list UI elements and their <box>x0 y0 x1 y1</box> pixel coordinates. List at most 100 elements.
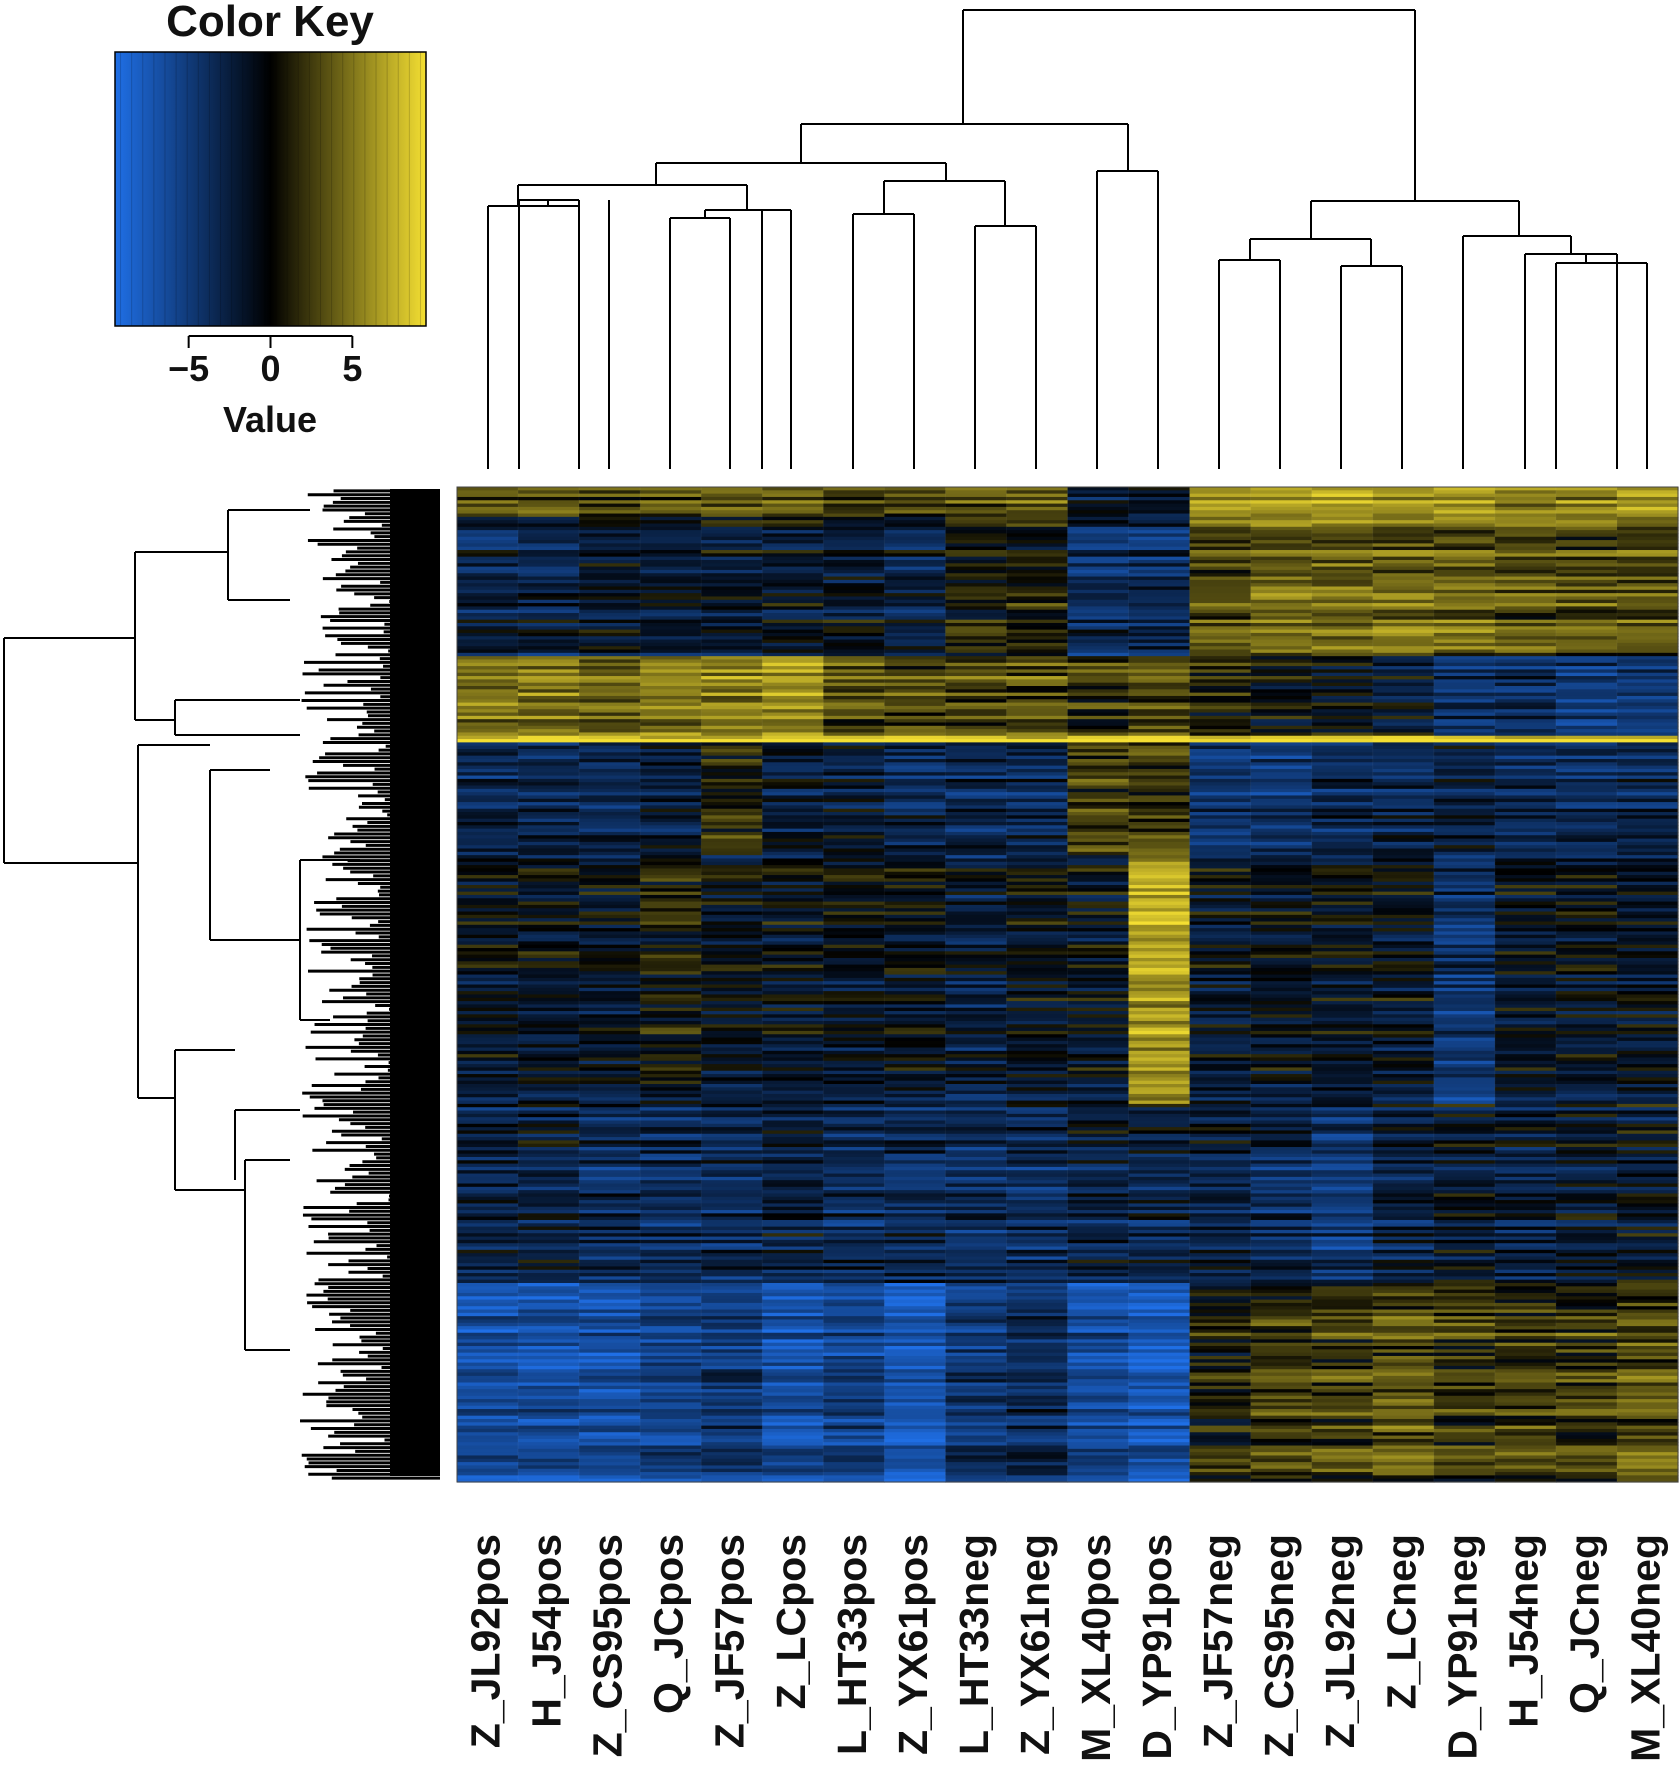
heatmap-cell <box>1128 1057 1191 1062</box>
heatmap-cell <box>823 526 885 531</box>
heatmap-cell <box>579 974 641 979</box>
heatmap-cell <box>823 977 885 982</box>
heatmap-cell <box>1006 1249 1069 1254</box>
heatmap-cell <box>1616 1027 1679 1032</box>
heatmap-cell <box>945 1007 1008 1012</box>
heatmap-cell <box>457 875 519 879</box>
heatmap-cell <box>1372 898 1435 903</box>
heatmap-cell <box>1250 1180 1313 1185</box>
heatmap-cell <box>1250 729 1313 734</box>
heatmap-cell <box>579 924 641 929</box>
heatmap-cell <box>1189 1150 1252 1155</box>
heatmap-cell <box>1250 659 1313 664</box>
heatmap-cell <box>1189 967 1252 972</box>
heatmap-cell <box>1494 1004 1557 1009</box>
heatmap-cell <box>518 851 580 856</box>
heatmap-cell <box>823 1054 885 1059</box>
heatmap-cell <box>701 619 763 624</box>
heatmap-cell <box>518 639 580 644</box>
heatmap-cell <box>1128 984 1191 989</box>
heatmap-cell <box>518 934 580 939</box>
heatmap-cell <box>1372 705 1435 710</box>
heatmap-cell <box>1372 666 1435 671</box>
heatmap-cell <box>457 888 519 893</box>
heatmap-cell <box>1555 1054 1618 1059</box>
heatmap-cell <box>1128 692 1191 697</box>
heatmap-cell <box>1189 1024 1252 1029</box>
heatmap-cell <box>1250 563 1313 568</box>
heatmap-cell <box>518 1011 580 1015</box>
heatmap-cell <box>457 649 519 654</box>
heatmap-cell <box>1067 835 1130 840</box>
heatmap-cell <box>945 1070 1008 1075</box>
heatmap-cell <box>1006 516 1069 521</box>
heatmap-cell <box>1555 1137 1618 1141</box>
heatmap-cell <box>1067 1007 1130 1012</box>
heatmap-cell <box>457 1020 519 1025</box>
heatmap-cell <box>1128 1233 1191 1238</box>
heatmap-cell <box>518 898 580 903</box>
heatmap-cell <box>1189 1253 1252 1258</box>
heatmap-cell <box>1616 971 1679 976</box>
heatmap-cell <box>1067 1020 1130 1025</box>
heatmap-cell <box>1494 593 1557 598</box>
heatmap-cell <box>579 559 641 564</box>
heatmap-cell <box>640 1074 702 1078</box>
heatmap-cell <box>762 652 824 657</box>
heatmap-cell <box>1067 1180 1130 1185</box>
heatmap-cell <box>1189 613 1252 617</box>
heatmap-cell <box>1555 987 1618 992</box>
heatmap-cell <box>1067 951 1130 956</box>
heatmap-cell <box>1555 1024 1618 1029</box>
heatmap-cell <box>1555 752 1618 757</box>
heatmap-cell <box>1555 928 1618 933</box>
heatmap-cell <box>1433 1027 1496 1032</box>
heatmap-cell <box>1494 1034 1557 1039</box>
heatmap-cell <box>945 951 1008 956</box>
heatmap-cell <box>457 1130 519 1135</box>
heatmap-cell <box>823 881 885 886</box>
heatmap-cell <box>640 964 702 969</box>
heatmap-cell <box>1128 1027 1191 1032</box>
heatmap-cell <box>1311 589 1374 594</box>
heatmap-cell <box>457 1180 519 1185</box>
heatmap-cell <box>884 871 946 876</box>
heatmap-cell <box>579 1103 641 1108</box>
heatmap-cell <box>1311 686 1374 690</box>
heatmap-cell <box>1494 987 1557 992</box>
heatmap-cell <box>823 609 885 614</box>
heatmap-cell <box>457 861 519 866</box>
heatmap-cell <box>1372 845 1435 850</box>
heatmap-cell <box>518 772 580 777</box>
heatmap-cell <box>1433 977 1496 982</box>
heatmap-cell <box>1616 762 1679 767</box>
heatmap-cell <box>884 649 946 654</box>
heatmap-cell <box>1189 1090 1252 1095</box>
heatmap-cell <box>1555 613 1618 617</box>
heatmap-cell <box>762 626 824 631</box>
heatmap-cell <box>1128 792 1191 797</box>
heatmap-cell <box>823 821 885 826</box>
heatmap-cell <box>1616 815 1679 820</box>
heatmap-cell <box>1555 609 1618 614</box>
heatmap-cell <box>640 881 702 886</box>
heatmap-cell <box>1006 951 1069 956</box>
heatmap-cell <box>1128 1163 1191 1168</box>
heatmap-cell <box>1128 719 1191 724</box>
heatmap-cell <box>1189 676 1252 680</box>
heatmap-cell <box>1555 758 1618 763</box>
heatmap-cell <box>640 1196 702 1201</box>
heatmap-cell <box>1067 981 1130 986</box>
heatmap-cell <box>823 1163 885 1168</box>
heatmap-cell <box>518 1200 580 1204</box>
heatmap-cell <box>1494 530 1557 535</box>
heatmap-cell <box>945 729 1008 734</box>
heatmap-cell <box>457 606 519 611</box>
heatmap-cell <box>701 1027 763 1032</box>
heatmap-cell <box>640 1080 702 1085</box>
heatmap-cell <box>1555 573 1618 578</box>
heatmap-cell <box>640 981 702 986</box>
heatmap-cell <box>1555 1180 1618 1185</box>
heatmap-cell <box>579 1219 641 1224</box>
heatmap-cell <box>1433 831 1496 836</box>
